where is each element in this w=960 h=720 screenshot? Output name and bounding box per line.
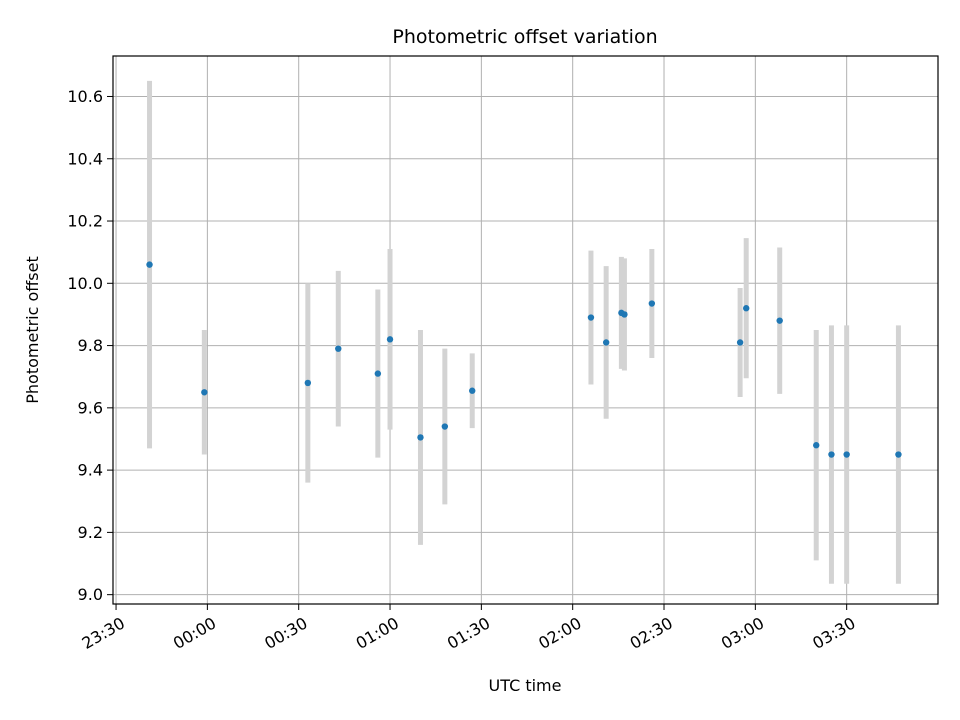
data-point — [895, 451, 902, 458]
data-point — [469, 387, 476, 394]
data-point — [743, 305, 750, 312]
data-points — [146, 261, 902, 458]
plot-frame — [112, 55, 939, 605]
data-point — [813, 442, 820, 449]
x-axis-label: UTC time — [489, 676, 562, 695]
y-tick-label: 9.4 — [78, 461, 103, 480]
data-point — [146, 261, 153, 268]
y-tick-label: 9.8 — [78, 336, 103, 355]
y-tick-label: 9.2 — [78, 523, 103, 542]
data-point — [736, 339, 744, 346]
y-tick-label: 9.6 — [78, 398, 103, 417]
y-tick-label: 10.0 — [67, 274, 103, 293]
data-point — [648, 300, 656, 307]
data-point — [828, 451, 835, 458]
data-point — [386, 336, 394, 343]
data-point — [417, 434, 424, 441]
chart-title: Photometric offset variation — [392, 26, 657, 48]
data-point — [621, 311, 628, 318]
y-tick-label: 10.2 — [67, 212, 103, 231]
data-point — [587, 314, 595, 321]
data-point — [843, 451, 850, 458]
data-point — [335, 345, 342, 352]
data-point — [602, 339, 610, 346]
data-point — [776, 317, 783, 324]
y-tick-label: 9.0 — [78, 585, 103, 604]
data-point — [304, 379, 312, 387]
y-tick-label: 10.4 — [67, 149, 103, 168]
data-point — [374, 370, 382, 377]
data-point — [201, 389, 208, 396]
grid — [113, 56, 938, 604]
data-point — [441, 423, 449, 430]
y-tick-label: 10.6 — [67, 87, 103, 106]
y-axis-label: Photometric offset — [23, 256, 42, 404]
